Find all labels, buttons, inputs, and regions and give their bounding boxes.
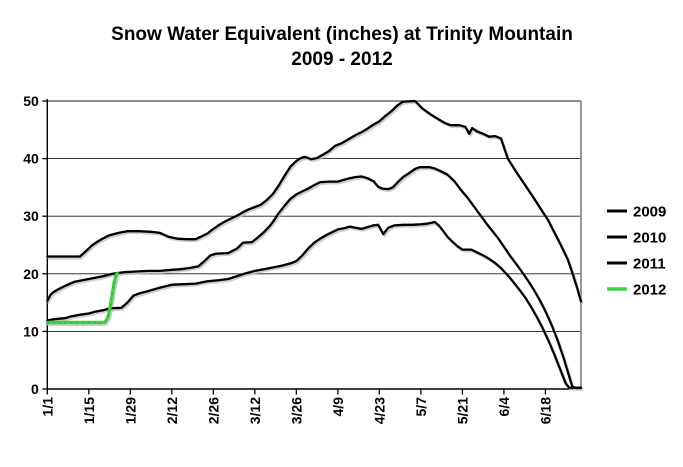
legend-label-2010: 2010 xyxy=(633,230,666,247)
y-tick-label-10: 10 xyxy=(23,323,39,339)
chart-title-line1: Snow Water Equivalent (inches) at Trinit… xyxy=(111,24,573,45)
x-tick-label-1/29: 1/29 xyxy=(122,397,138,424)
y-tick-label-30: 30 xyxy=(23,208,39,224)
x-tick-label-2/12: 2/12 xyxy=(164,397,180,424)
y-tick-label-0: 0 xyxy=(31,381,39,397)
chart-title-group: Snow Water Equivalent (inches) at Trinit… xyxy=(111,24,573,70)
legend-label-2012: 2012 xyxy=(633,282,666,299)
x-tick-label-6/18: 6/18 xyxy=(537,397,553,424)
x-tick-label-5/7: 5/7 xyxy=(413,397,429,417)
y-tick-label-20: 20 xyxy=(23,266,39,282)
x-tick-label-1/15: 1/15 xyxy=(81,397,97,424)
legend: 2009 2010 2011 2012 xyxy=(607,204,666,299)
series-line-2011 xyxy=(46,99,583,303)
legend-item-2010: 2010 xyxy=(607,230,666,247)
legend-item-2009: 2009 xyxy=(607,204,666,221)
series-shadow-2009 xyxy=(47,167,584,391)
series-line-2010 xyxy=(46,220,583,389)
series-line-2012 xyxy=(45,272,120,325)
series-shadow-2010 xyxy=(47,222,584,391)
chart-title-line2: 2009 - 2012 xyxy=(291,49,392,70)
y-tick-label-40: 40 xyxy=(23,151,39,167)
x-tick-label-5/21: 5/21 xyxy=(454,397,470,424)
plot-area: 0 10 20 30 40 50 1/1 1/15 1/29 2/12 2/26 3/12 3/26 4/… xyxy=(23,93,582,424)
legend-label-2011: 2011 xyxy=(633,256,666,273)
x-tick-label-1/1: 1/1 xyxy=(39,397,55,417)
legend-item-2011: 2011 xyxy=(607,256,666,273)
legend-label-2009: 2009 xyxy=(633,204,666,221)
x-tick-label-4/9: 4/9 xyxy=(330,397,346,417)
y-tick-label-50: 50 xyxy=(23,93,39,109)
x-tick-label-3/26: 3/26 xyxy=(288,397,304,424)
legend-item-2012: 2012 xyxy=(607,282,666,299)
x-tick-label-3/12: 3/12 xyxy=(247,397,263,424)
series-line-2009 xyxy=(46,166,583,389)
x-tick-label-2/26: 2/26 xyxy=(205,397,221,424)
x-tick-label-4/23: 4/23 xyxy=(371,397,387,424)
series-group xyxy=(45,99,584,391)
x-tick-label-6/4: 6/4 xyxy=(496,397,512,417)
